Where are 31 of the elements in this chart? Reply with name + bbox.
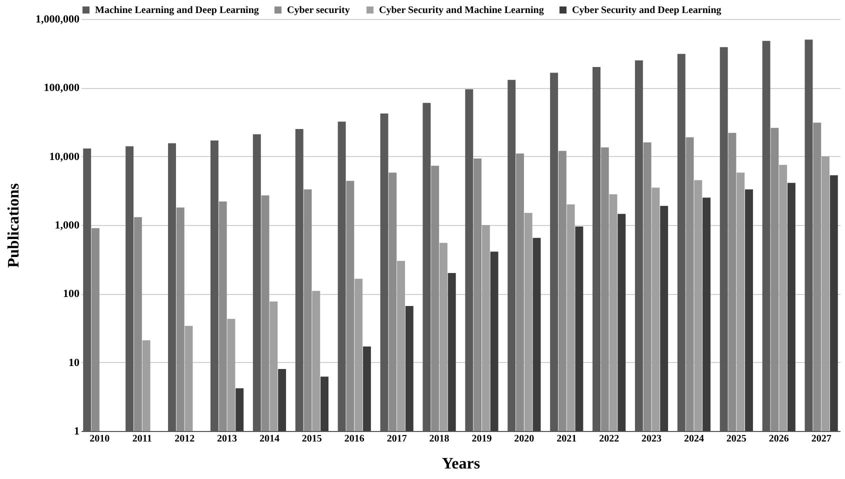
- y-tick-label: 10: [68, 356, 80, 369]
- y-axis-title: Publications: [6, 183, 22, 268]
- x-tick-label: 2013: [217, 434, 238, 444]
- legend-label: Cyber security: [287, 5, 350, 16]
- x-tick-label: 2012: [174, 434, 195, 444]
- x-tick-label: 2023: [642, 434, 662, 444]
- x-tick-label: 2015: [302, 434, 322, 444]
- y-tick-label: 1: [74, 426, 80, 438]
- y-tick-label: 10,000: [49, 150, 80, 163]
- x-tick-label: 2014: [259, 434, 280, 444]
- x-tick-label: 2018: [429, 434, 450, 444]
- x-tick-label: 2011: [132, 434, 152, 444]
- legend-label: Machine Learning and Deep Learning: [95, 5, 259, 16]
- x-tick-label: 2025: [726, 434, 746, 444]
- x-tick-label: 2026: [768, 434, 789, 444]
- x-tick-label: 2024: [684, 434, 704, 444]
- y-tick-label: 1,000: [54, 220, 80, 232]
- legend-label: Cyber Security and Deep Learning: [572, 5, 722, 16]
- x-tick-label: 2022: [599, 434, 620, 444]
- x-tick-label: 2021: [556, 434, 577, 444]
- legend-label: Cyber Security and Machine Learning: [379, 5, 544, 16]
- x-tick-label: 2020: [514, 434, 534, 444]
- x-tick-label: 2010: [90, 434, 110, 444]
- x-tick-label: 2017: [386, 434, 407, 444]
- x-tick-label: 2016: [344, 434, 364, 444]
- x-tick-label: 2019: [472, 434, 492, 444]
- x-axis-title: Years: [442, 456, 480, 472]
- y-tick-label: 100: [63, 288, 80, 300]
- y-tick-label: 1,000,000: [36, 14, 80, 26]
- y-tick-label: 100,000: [44, 82, 80, 94]
- x-tick-label: 2027: [811, 434, 832, 444]
